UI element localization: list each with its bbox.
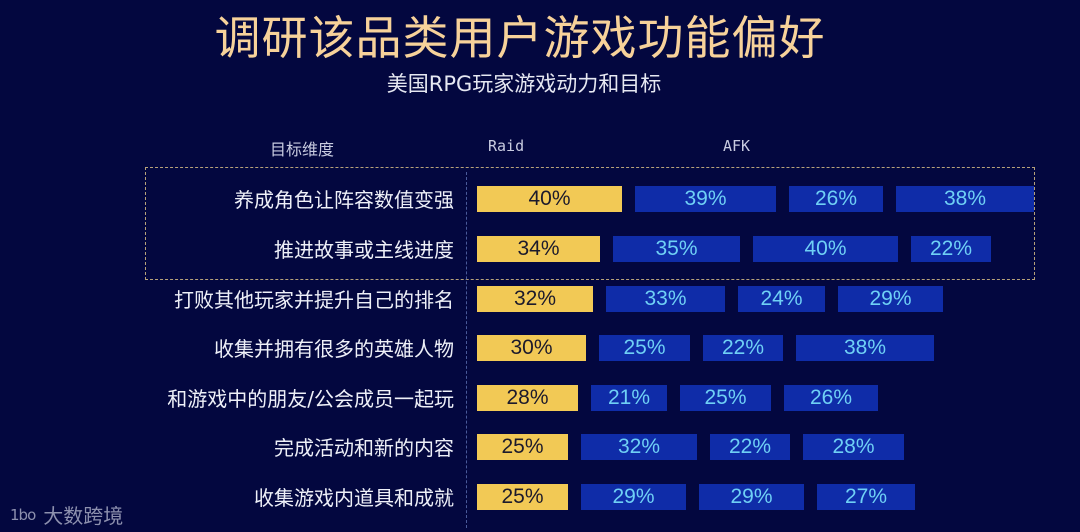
afk-bar: 28% (803, 434, 904, 460)
bar-group: 25% 32% 22% 28% (477, 434, 917, 460)
bar-group: 32% 33% 24% 29% (477, 286, 956, 312)
row-label: 收集并拥有很多的英雄人物 (214, 337, 454, 361)
afk-bar: 26% (784, 385, 878, 411)
column-header-afk: AFK (723, 137, 751, 155)
bar-group: 28% 21% 25% 26% (477, 385, 891, 411)
afk-bar: 22% (703, 335, 783, 361)
bar-group: 40% 39% 26% 38% (477, 186, 1047, 212)
chart-row: 打败其他玩家并提升自己的排名 32% 33% 24% 29% (0, 286, 1080, 312)
chart-row: 收集并拥有很多的英雄人物 30% 25% 22% 38% (0, 335, 1080, 361)
bar-group: 34% 35% 40% 22% (477, 236, 1004, 262)
chart-row: 推进故事或主线进度 34% 35% 40% 22% (0, 236, 1080, 262)
row-label: 完成活动和新的内容 (274, 436, 454, 460)
afk-bar: 29% (581, 484, 686, 510)
chart-row: 完成活动和新的内容 25% 32% 22% 28% (0, 434, 1080, 460)
raid-bar: 28% (477, 385, 578, 411)
afk-bar: 25% (599, 335, 690, 361)
chart-row: 养成角色让阵容数值变强 40% 39% 26% 38% (0, 186, 1080, 212)
afk-bar: 38% (896, 186, 1034, 212)
row-label: 和游戏中的朋友/公会成员一起玩 (167, 387, 454, 411)
raid-bar: 40% (477, 186, 622, 212)
chart-subtitle: 美国RPG玩家游戏动力和目标 (386, 72, 662, 96)
afk-bar: 21% (591, 385, 667, 411)
logo-icon: 1bo (10, 505, 36, 524)
afk-bar: 22% (911, 236, 991, 262)
raid-bar: 25% (477, 484, 568, 510)
bar-group: 25% 29% 29% 27% (477, 484, 928, 510)
raid-bar: 30% (477, 335, 586, 361)
logo-text: 大数跨境 (43, 504, 124, 528)
column-header-raid: Raid (488, 137, 525, 155)
row-label: 养成角色让阵容数值变强 (234, 188, 454, 212)
afk-bar: 32% (581, 434, 697, 460)
brand-logo: 1bo 大数跨境 (10, 500, 123, 529)
divider-line (466, 172, 467, 528)
column-header-dimension: 目标维度 (270, 140, 335, 159)
highlight-box (145, 167, 1035, 280)
afk-bar: 26% (789, 186, 883, 212)
afk-bar: 40% (753, 236, 898, 262)
afk-bar: 35% (613, 236, 740, 262)
row-label: 推进故事或主线进度 (274, 238, 454, 262)
row-label: 收集游戏内道具和成就 (254, 486, 454, 510)
afk-bar: 25% (680, 385, 771, 411)
afk-bar: 24% (738, 286, 825, 312)
chart-row: 和游戏中的朋友/公会成员一起玩 28% 21% 25% 26% (0, 385, 1080, 411)
afk-bar: 22% (710, 434, 790, 460)
row-label: 打败其他玩家并提升自己的排名 (174, 288, 454, 312)
afk-bar: 39% (635, 186, 776, 212)
afk-bar: 29% (699, 484, 804, 510)
raid-bar: 25% (477, 434, 568, 460)
afk-bar: 38% (796, 335, 934, 361)
chart-row: 收集游戏内道具和成就 25% 29% 29% 27% (0, 484, 1080, 510)
raid-bar: 34% (477, 236, 600, 262)
afk-bar: 29% (838, 286, 943, 312)
afk-bar: 27% (817, 484, 915, 510)
afk-bar: 33% (606, 286, 725, 312)
bar-group: 30% 25% 22% 38% (477, 335, 947, 361)
page-title: 调研该品类用户游戏功能偏好 (214, 11, 826, 65)
raid-bar: 32% (477, 286, 593, 312)
